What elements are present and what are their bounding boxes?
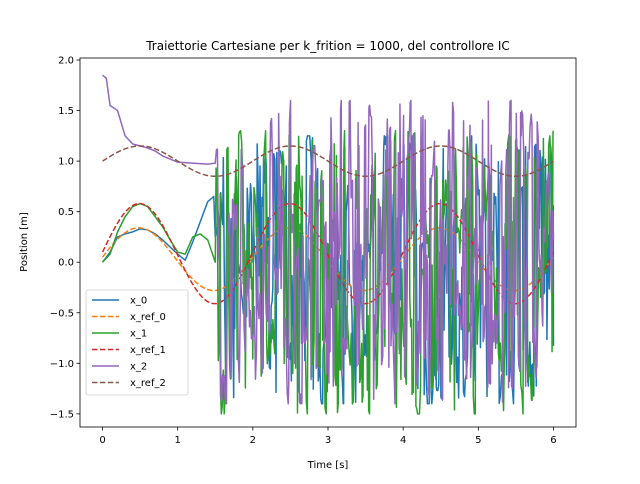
series-line-x_ref_2 [102,145,554,178]
y-tick-label: 0.5 [58,207,74,218]
x-tick-label: 2 [250,435,256,446]
x-tick-label: 5 [475,435,481,446]
y-tick-label: −1.0 [50,359,74,370]
legend-label-x_1: x_1 [130,329,147,340]
x-tick-label: 0 [99,435,105,446]
legend-label-x_ref_1: x_ref_1 [130,345,166,356]
chart-title: Traiettorie Cartesiane per k_frition = 1… [145,39,510,53]
legend: x_0 x_ref_0 x_1 x_ref_1 x_2 x_ref_2 [85,289,189,396]
y-axis-label: Position [m] [19,212,30,272]
x-tick-label: 1 [175,435,181,446]
legend-label-x_0: x_0 [130,296,147,307]
legend-label-x_ref_0: x_ref_0 [130,312,166,323]
y-tick-label: −1.5 [50,409,74,420]
y-tick-label: 2.0 [58,56,74,67]
x-tick-label: 6 [550,435,556,446]
x-tick-label: 3 [325,435,331,446]
plot-area [101,74,555,415]
legend-label-x_2: x_2 [130,362,147,373]
y-tick-label: 1.0 [58,157,74,168]
y-tick-label: 0.0 [58,258,74,269]
y-tick-label: −0.5 [50,308,74,319]
legend-label-x_ref_2: x_ref_2 [130,378,166,389]
x-tick-label: 4 [400,435,406,446]
y-tick-label: 1.5 [58,106,74,117]
axes: 0 1 2 3 4 5 6 −1.5 −1.0 −0.5 0.0 0.5 1.0 1.5 2.0 [50,56,577,446]
series-line-x_2 [102,74,555,405]
x-axis-label: Time [s] [307,460,349,471]
